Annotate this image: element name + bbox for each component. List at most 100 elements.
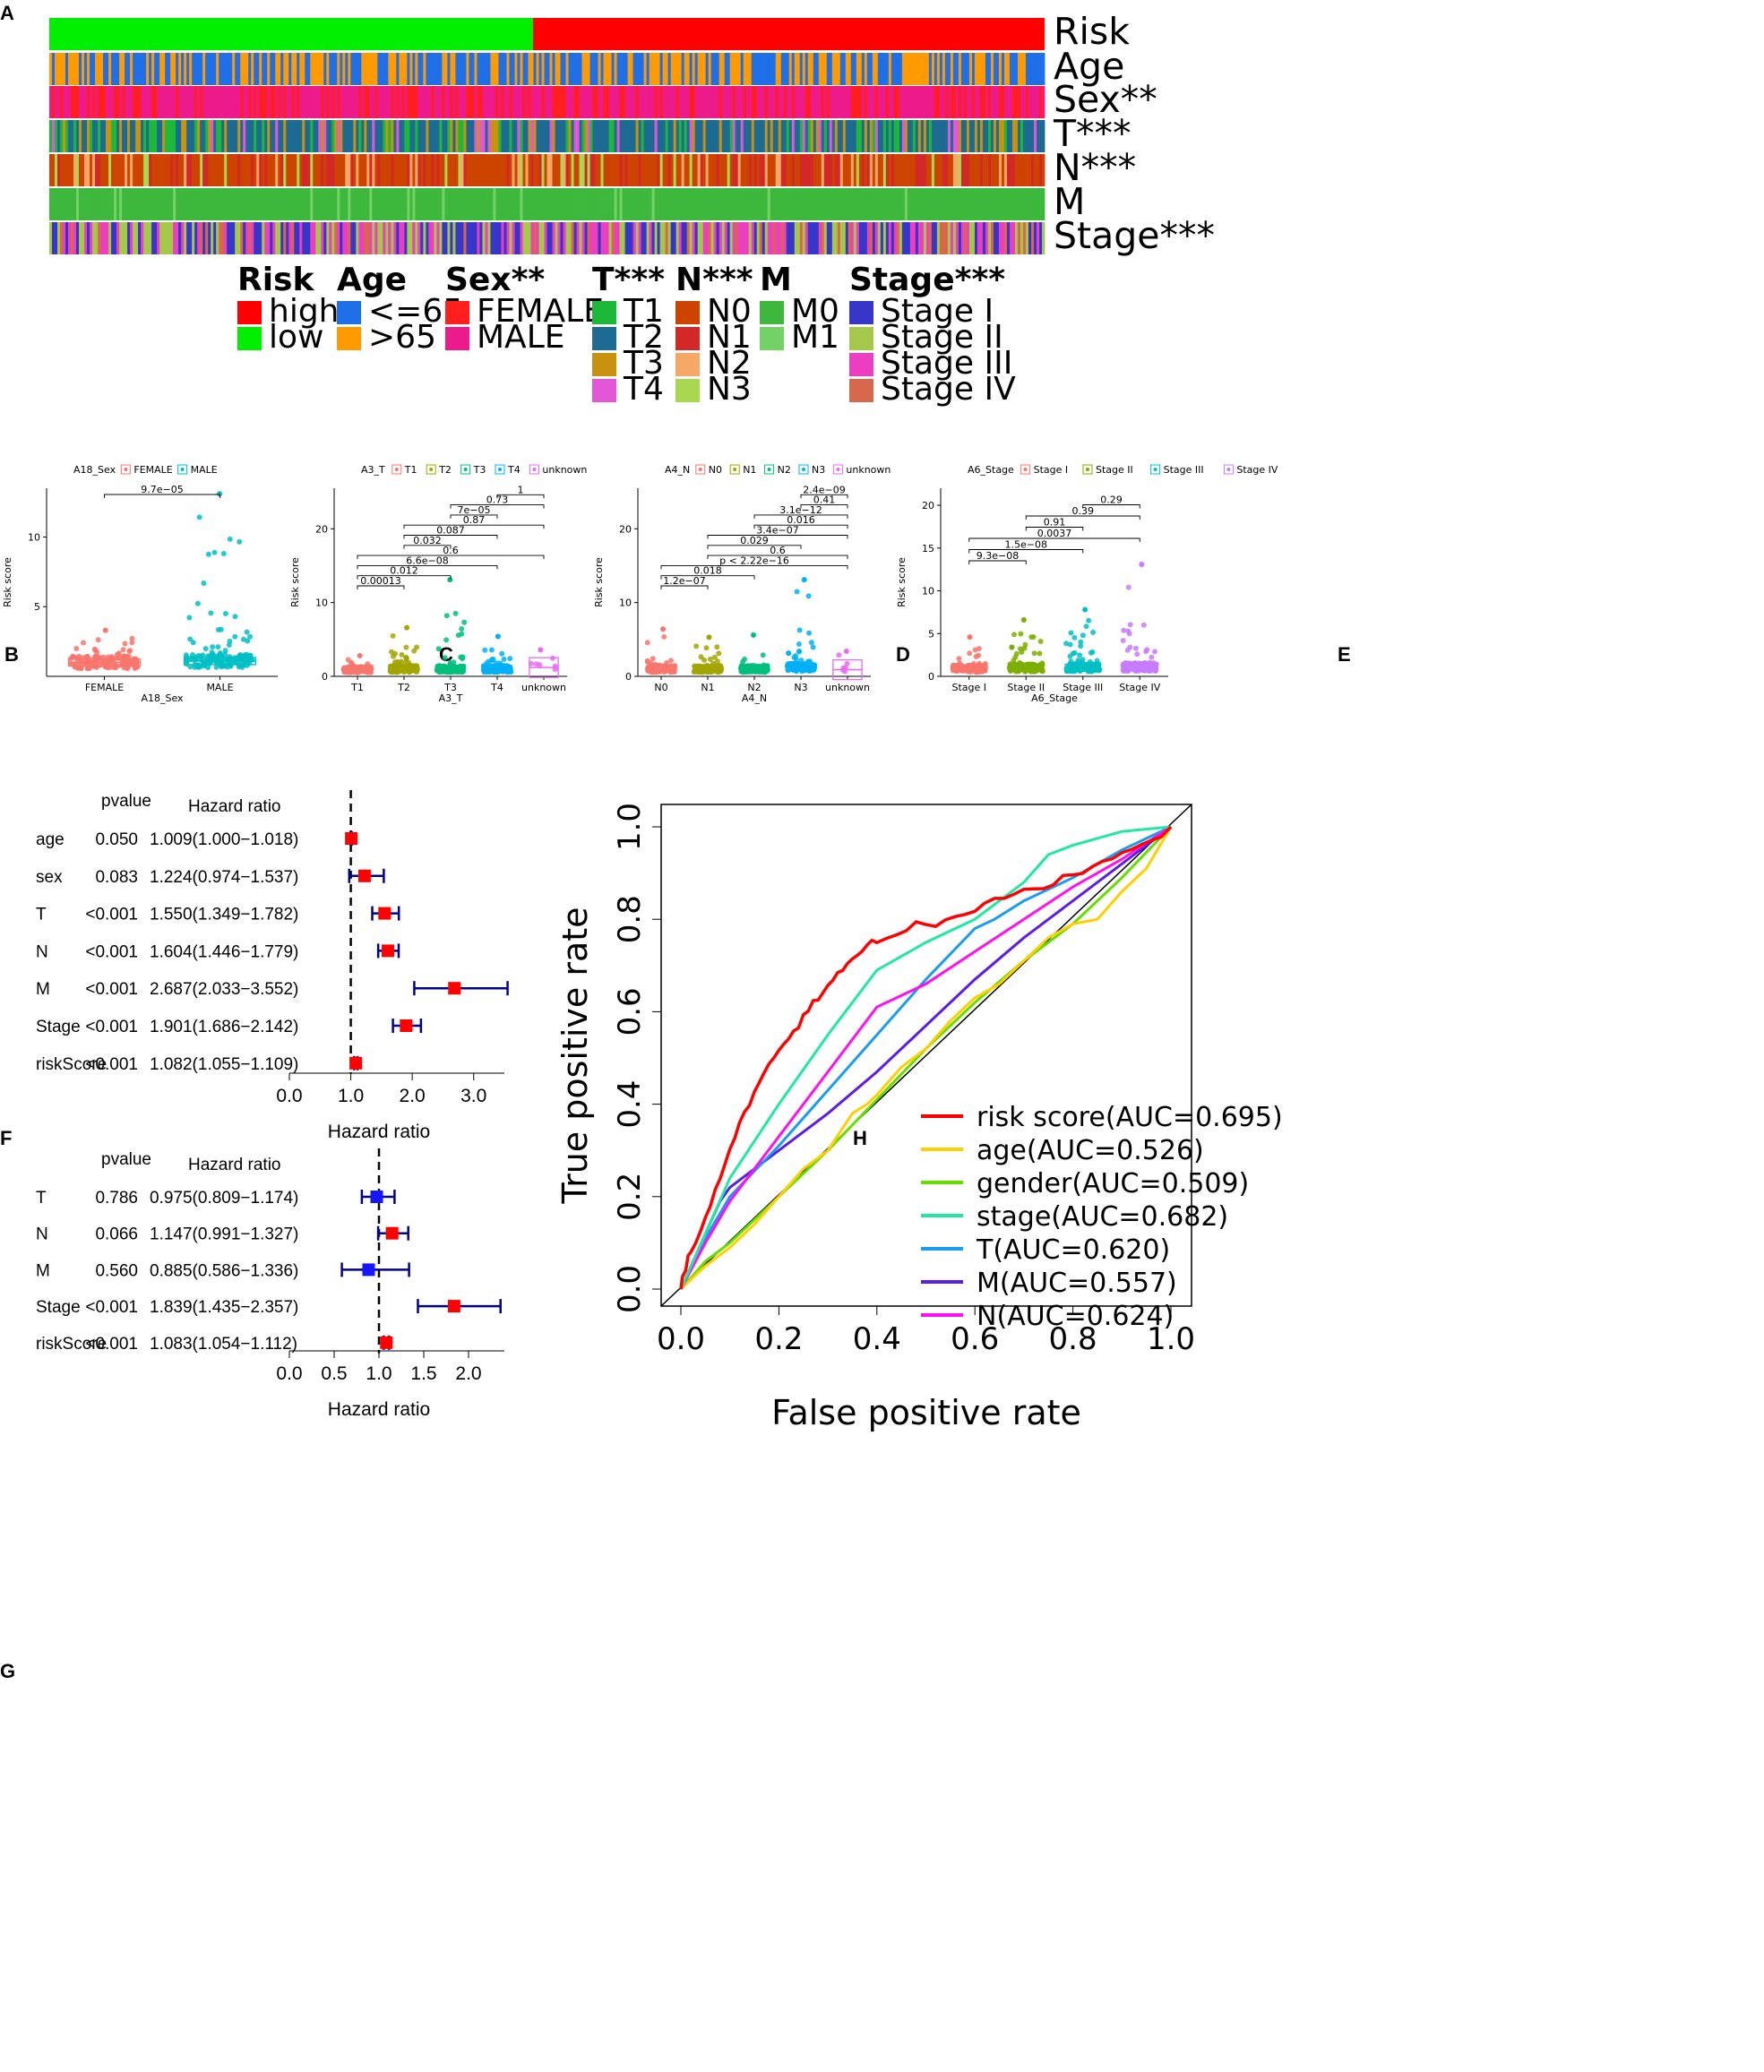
y-tick-label: 0 — [625, 671, 632, 683]
heatmap-cell — [641, 222, 644, 254]
heatmap-cell — [681, 86, 685, 118]
legend-swatch — [592, 327, 616, 350]
heatmap-cell — [654, 86, 658, 118]
heatmap-cell — [436, 188, 440, 220]
heatmap-cell — [1003, 86, 1008, 118]
heatmap-cell — [985, 154, 989, 186]
heatmap-cell — [632, 222, 636, 254]
hazard-point — [385, 1226, 399, 1240]
heatmap-cell — [826, 188, 830, 220]
roc-line-1 — [679, 826, 1173, 1291]
comparison-p-value: 0.91 — [1044, 517, 1066, 529]
heatmap-cell — [737, 120, 742, 152]
data-point — [1124, 647, 1131, 653]
heatmap-cell — [684, 222, 688, 254]
heatmap-cell — [778, 222, 782, 254]
heatmap-cell — [624, 86, 628, 118]
heatmap-cell — [122, 120, 125, 152]
heatmap-cell — [428, 154, 432, 186]
heatmap-cell — [251, 86, 254, 118]
heatmap-cell — [872, 120, 876, 152]
heatmap-cell — [477, 222, 480, 254]
heatmap-cell — [146, 154, 150, 186]
heatmap-cell — [364, 120, 367, 152]
heatmap-cell — [350, 53, 354, 85]
heatmap-cell — [455, 222, 459, 254]
heatmap-cell — [649, 53, 652, 85]
heatmap-cell — [125, 86, 128, 118]
heatmap-cell — [665, 120, 669, 152]
heatmap-cell — [525, 86, 529, 118]
legend-label: N2 — [778, 464, 791, 476]
heatmap-cell — [541, 86, 545, 118]
heatmap-cell — [834, 53, 839, 85]
heatmap-cell — [912, 154, 916, 186]
heatmap-cell — [762, 222, 766, 254]
heatmap-cell — [603, 188, 607, 220]
heatmap-cell — [200, 222, 203, 254]
panel-letter-c: C — [439, 643, 453, 666]
data-point — [664, 660, 670, 666]
heatmap-cell — [799, 188, 804, 220]
heatmap-cell — [434, 86, 437, 118]
heatmap-cell — [103, 154, 107, 186]
heatmap-cell — [245, 222, 249, 254]
heatmap-cell — [1011, 53, 1016, 85]
heatmap-cell — [901, 86, 906, 118]
heatmap-cell — [821, 120, 825, 152]
heatmap-cell — [264, 154, 268, 186]
row-hazard-text: 0.885(0.586−1.336) — [150, 1261, 298, 1280]
row-hazard-text: 1.009(1.000−1.018) — [150, 830, 298, 849]
heatmap-cell — [506, 154, 510, 186]
heatmap-cell — [452, 154, 456, 186]
heatmap-cell — [702, 222, 707, 254]
heatmap-cell — [224, 86, 228, 118]
data-point — [707, 656, 713, 662]
heatmap-cell — [385, 53, 389, 85]
heatmap-cell — [297, 86, 300, 118]
data-point — [490, 657, 496, 662]
heatmap-cell — [1014, 86, 1019, 118]
heatmap-cell — [985, 86, 989, 118]
heatmap-cell — [404, 188, 408, 220]
heatmap-cell — [1006, 222, 1011, 254]
heatmap-cell — [998, 53, 1002, 85]
heatmap-cell — [323, 188, 327, 220]
heatmap-cell — [76, 188, 80, 220]
heatmap-cell — [90, 154, 93, 186]
heatmap-cell — [307, 188, 311, 220]
heatmap-cell — [469, 53, 472, 85]
hazard-point — [381, 944, 394, 958]
heatmap-cell — [979, 154, 984, 186]
heatmap-cell — [342, 53, 346, 85]
heatmap-cell — [409, 86, 413, 118]
heatmap-cell — [767, 53, 771, 85]
heatmap-cell — [135, 53, 139, 85]
heatmap-cell — [154, 154, 158, 186]
heatmap-cell — [52, 120, 56, 152]
heatmap-cell — [259, 222, 262, 254]
heatmap-cell — [920, 154, 925, 186]
heatmap-cell — [213, 86, 217, 118]
heatmap-cell — [772, 86, 777, 118]
heatmap-cell — [202, 120, 206, 152]
heatmap-cell — [1017, 86, 1021, 118]
heatmap-cell — [748, 86, 753, 118]
heatmap-cell — [807, 53, 812, 85]
heatmap-cell — [796, 154, 801, 186]
heatmap-cell — [469, 86, 472, 118]
heatmap-cell — [474, 86, 478, 118]
heatmap-cell — [385, 222, 389, 254]
heatmap-cell — [90, 120, 93, 152]
heatmap-cell — [885, 154, 890, 186]
heatmap-cell — [595, 222, 598, 254]
data-point — [1149, 654, 1155, 660]
heatmap-cell — [579, 188, 582, 220]
heatmap-cell — [498, 120, 502, 152]
heatmap-cell — [469, 222, 472, 254]
heatmap-cell — [694, 120, 699, 152]
data-point — [1140, 622, 1147, 628]
legend-swatch — [445, 301, 469, 324]
heatmap-cell — [692, 154, 696, 186]
heatmap-cell — [106, 222, 109, 254]
